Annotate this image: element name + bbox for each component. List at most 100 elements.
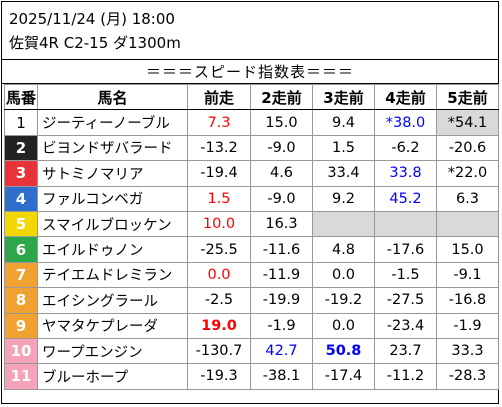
speed-value: -13.2: [187, 134, 251, 162]
column-header: 3走前: [312, 83, 375, 111]
speed-value: [312, 210, 375, 238]
race-info: 佐賀4R C2-15 ダ1300m: [9, 34, 181, 52]
horse-name: ワープエンジン: [37, 337, 188, 365]
speed-value: 1.5: [187, 185, 251, 212]
horse-number: 4: [4, 185, 38, 212]
speed-value: 45.2: [374, 185, 437, 212]
speed-value: -6.2: [374, 134, 437, 162]
speed-value: -20.6: [436, 134, 499, 162]
table-row: 5 スマイルブロッケン 10.0 16.3: [4, 210, 499, 238]
speed-value: [436, 210, 499, 238]
speed-value: *38.0: [374, 109, 437, 136]
horse-name: エイルドゥノン: [37, 236, 188, 263]
table-row: 3 サトミノマリア -19.4 4.6 33.4 33.8 *22.0: [4, 160, 499, 187]
horse-number: 11: [4, 363, 38, 390]
speed-value: 0.0: [187, 261, 251, 289]
horse-name: ヤマタケプレーダ: [37, 312, 188, 339]
speed-value: -2.5: [187, 287, 251, 314]
speed-value: 9.4: [312, 109, 375, 136]
horse-number: 8: [4, 287, 38, 314]
speed-value: 1.5: [312, 134, 375, 162]
speed-value: 42.7: [250, 337, 313, 365]
speed-value: 10.0: [187, 210, 251, 238]
speed-value: -9.1: [436, 261, 499, 289]
speed-value: *22.0: [436, 160, 499, 187]
divider: [2, 83, 498, 84]
column-header: 2走前: [250, 83, 313, 111]
speed-value: 50.8: [312, 337, 375, 365]
horse-number: 7: [4, 261, 38, 289]
table-row: 2 ビヨンドザバラード -13.2 -9.0 1.5 -6.2 -20.6: [4, 134, 499, 162]
speed-value: 9.2: [312, 185, 375, 212]
speed-value: -19.3: [187, 363, 251, 390]
speed-value: -9.0: [250, 185, 313, 212]
speed-value: -17.6: [374, 236, 437, 263]
speed-value: 7.3: [187, 109, 251, 136]
horse-number: 6: [4, 236, 38, 263]
speed-value: 33.4: [312, 160, 375, 187]
table-row: 10 ワープエンジン -130.7 42.7 50.8 23.7 33.3: [4, 337, 499, 365]
table-row: 9 ヤマタケプレーダ 19.0 -1.9 0.0 -23.4 -1.9: [4, 312, 499, 339]
speed-value: -25.5: [187, 236, 251, 263]
horse-name: エイシングラール: [37, 287, 188, 314]
speed-value: 6.3: [436, 185, 499, 212]
divider: [2, 59, 498, 60]
horse-name: ブルーホープ: [37, 363, 188, 390]
race-datetime: 2025/11/24 (月) 18:00: [9, 10, 175, 28]
speed-value: -11.2: [374, 363, 437, 390]
horse-name: テイエムドレミラン: [37, 261, 188, 289]
horse-number: 1: [4, 109, 38, 136]
speed-value: 23.7: [374, 337, 437, 365]
speed-value: [374, 210, 437, 238]
speed-value: -11.6: [250, 236, 313, 263]
speed-value: -1.9: [250, 312, 313, 339]
table-row: 8 エイシングラール -2.5 -19.9 -19.2 -27.5 -16.8: [4, 287, 499, 314]
speed-value: 4.6: [250, 160, 313, 187]
horse-number: 2: [4, 134, 38, 162]
horse-number: 10: [4, 337, 38, 365]
column-header: 馬番: [4, 83, 38, 111]
speed-index-table: 馬番 馬名 前走 2走前 3走前 4走前 5走前 1 ジーティーノーブル 7.3 15…: [4, 83, 499, 390]
speed-value: 15.0: [436, 236, 499, 263]
horse-number: 5: [4, 210, 38, 238]
speed-value: 16.3: [250, 210, 313, 238]
table-title: ＝＝＝スピード指数表＝＝＝: [145, 63, 354, 81]
speed-value: *54.1: [436, 109, 499, 136]
table-row: 6 エイルドゥノン -25.5 -11.6 4.8 -17.6 15.0: [4, 236, 499, 263]
speed-value: -11.9: [250, 261, 313, 289]
speed-value: 0.0: [312, 312, 375, 339]
speed-value: -9.0: [250, 134, 313, 162]
speed-value: 15.0: [250, 109, 313, 136]
speed-value: -28.3: [436, 363, 499, 390]
horse-name: サトミノマリア: [37, 160, 188, 187]
table-row: 7 テイエムドレミラン 0.0 -11.9 0.0 -1.5 -9.1: [4, 261, 499, 289]
horse-name: スマイルブロッケン: [37, 210, 188, 238]
speed-value: 19.0: [187, 312, 251, 339]
speed-value: 33.3: [436, 337, 499, 365]
column-header: 前走: [187, 83, 251, 111]
speed-value: -16.8: [436, 287, 499, 314]
horse-name: ビヨンドザバラード: [37, 134, 188, 162]
speed-value: -23.4: [374, 312, 437, 339]
speed-value: -19.2: [312, 287, 375, 314]
speed-value: 4.8: [312, 236, 375, 263]
header-row: 馬番 馬名 前走 2走前 3走前 4走前 5走前: [4, 83, 499, 111]
speed-value: -130.7: [187, 337, 251, 365]
speed-value: 33.8: [374, 160, 437, 187]
speed-value: -19.9: [250, 287, 313, 314]
horse-name: ジーティーノーブル: [37, 109, 188, 136]
speed-value: 0.0: [312, 261, 375, 289]
speed-value: -38.1: [250, 363, 313, 390]
speed-value: -17.4: [312, 363, 375, 390]
speed-value: -27.5: [374, 287, 437, 314]
column-header: 4走前: [374, 83, 437, 111]
horse-name: ファルコンベガ: [37, 185, 188, 212]
horse-number: 3: [4, 160, 38, 187]
column-header: 5走前: [436, 83, 499, 111]
table-row: 11 ブルーホープ -19.3 -38.1 -17.4 -11.2 -28.3: [4, 363, 499, 390]
column-header: 馬名: [37, 83, 188, 111]
horse-number: 9: [4, 312, 38, 339]
table-row: 4 ファルコンベガ 1.5 -9.0 9.2 45.2 6.3: [4, 185, 499, 212]
table-row: 1 ジーティーノーブル 7.3 15.0 9.4 *38.0 *54.1: [4, 109, 499, 136]
